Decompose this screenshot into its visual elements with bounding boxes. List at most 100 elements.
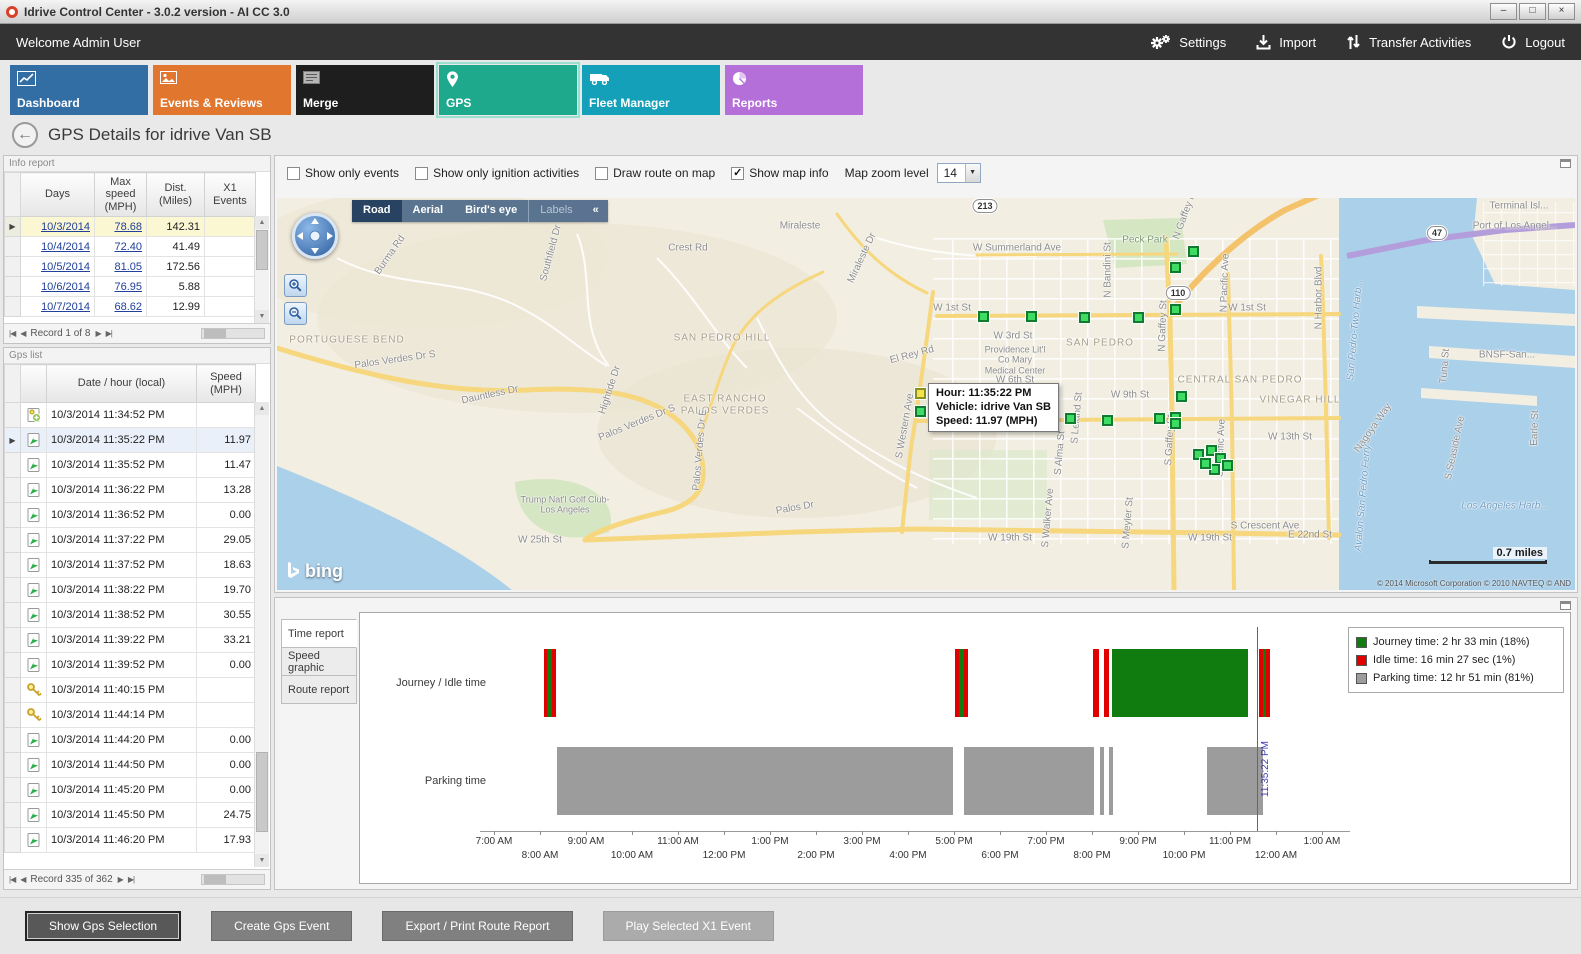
scroll-up-arrow[interactable] bbox=[255, 216, 269, 229]
gps-list-row[interactable]: 10/3/2014 11:44:50 PM 0.00 bbox=[4, 752, 256, 778]
info-report-row[interactable]: 10/7/2014 68.62 12.99 bbox=[4, 296, 256, 317]
gps-marker[interactable] bbox=[915, 406, 926, 417]
day-link[interactable]: 10/5/2014 bbox=[41, 260, 90, 273]
gps-marker[interactable] bbox=[1222, 460, 1233, 471]
info-report-row[interactable]: 10/5/2014 81.05 172.56 bbox=[4, 256, 256, 277]
show-gps-selection-button[interactable]: Show Gps Selection bbox=[25, 911, 182, 941]
gps-list-row[interactable]: 10/3/2014 11:39:52 PM 0.00 bbox=[4, 652, 256, 678]
checkbox-show-map-info[interactable]: ✓ Show map info bbox=[731, 166, 829, 180]
chevron-down-icon[interactable] bbox=[964, 164, 980, 182]
gps-list-row[interactable]: 10/3/2014 11:44:14 PM bbox=[4, 702, 256, 728]
first-page-button[interactable] bbox=[9, 875, 15, 884]
gps-list-row[interactable]: 10/3/2014 11:44:20 PM 0.00 bbox=[4, 727, 256, 753]
col-x1-events[interactable]: X1 Events bbox=[204, 172, 256, 217]
map-view-tab-aerial[interactable]: Aerial bbox=[412, 204, 444, 216]
map-canvas[interactable]: Miraleste Peck Park W Summerland Ave Crest … bbox=[277, 198, 1575, 590]
gps-marker[interactable] bbox=[1170, 304, 1181, 315]
col-dist[interactable]: Dist. (Miles) bbox=[146, 172, 205, 217]
max-speed-link[interactable]: 78.68 bbox=[114, 220, 142, 233]
scroll-thumb[interactable] bbox=[256, 230, 268, 270]
create-gps-event-button[interactable]: Create Gps Event bbox=[211, 911, 353, 941]
gps-marker[interactable] bbox=[1200, 458, 1211, 469]
gps-marker[interactable] bbox=[1176, 391, 1187, 402]
info-horizontal-scrollbar[interactable] bbox=[201, 328, 265, 339]
checkbox-box[interactable] bbox=[415, 166, 429, 180]
time-cursor[interactable] bbox=[1257, 627, 1259, 831]
chart-tab-time-report[interactable]: Time report bbox=[281, 619, 357, 648]
day-link[interactable]: 10/6/2014 bbox=[41, 280, 90, 293]
export-print-route-report-button[interactable]: Export / Print Route Report bbox=[382, 911, 573, 941]
gps-marker[interactable] bbox=[1154, 413, 1165, 424]
prev-page-button[interactable] bbox=[20, 329, 25, 338]
info-vertical-scrollbar[interactable] bbox=[254, 216, 269, 323]
gps-list-row[interactable]: 10/3/2014 11:34:52 PM bbox=[4, 402, 256, 428]
map-zoom-out-button[interactable] bbox=[284, 302, 307, 325]
scroll-thumb[interactable] bbox=[204, 329, 226, 338]
col-max-speed[interactable]: Max speed (MPH) bbox=[94, 172, 147, 217]
scroll-thumb[interactable] bbox=[204, 875, 226, 884]
scroll-down-arrow[interactable] bbox=[255, 854, 269, 867]
last-page-button[interactable] bbox=[128, 875, 134, 884]
gps-marker[interactable] bbox=[1215, 453, 1226, 464]
maximize-panel-button[interactable] bbox=[1560, 601, 1571, 610]
map-compass-control[interactable] bbox=[292, 213, 338, 259]
topbar-logout-button[interactable]: Logout bbox=[1501, 34, 1565, 50]
gps-marker[interactable] bbox=[1193, 449, 1204, 460]
scroll-up-arrow[interactable] bbox=[255, 402, 269, 415]
gps-marker[interactable] bbox=[1206, 445, 1217, 456]
map-zoom-in-button[interactable] bbox=[284, 274, 307, 297]
topbar-import-button[interactable]: Import bbox=[1256, 34, 1316, 50]
maximize-button[interactable] bbox=[1519, 3, 1546, 20]
map-zoom-select[interactable]: 14 bbox=[936, 163, 981, 183]
next-page-button[interactable] bbox=[118, 875, 123, 884]
map-view-tab-labels[interactable]: Labels bbox=[528, 200, 583, 222]
gps-horizontal-scrollbar[interactable] bbox=[201, 874, 265, 885]
close-button[interactable] bbox=[1548, 3, 1575, 20]
topbar-transfer-activities-button[interactable]: Transfer Activities bbox=[1346, 34, 1471, 50]
max-speed-link[interactable]: 81.05 bbox=[114, 260, 142, 273]
gps-marker[interactable] bbox=[1065, 413, 1076, 424]
scroll-down-arrow[interactable] bbox=[255, 310, 269, 323]
gps-list-row[interactable]: 10/3/2014 11:36:22 PM 13.28 bbox=[4, 477, 256, 503]
gps-list-row[interactable]: 10/3/2014 11:45:50 PM 24.75 bbox=[4, 802, 256, 828]
day-link[interactable]: 10/3/2014 bbox=[41, 220, 90, 233]
checkbox-box[interactable]: ✓ bbox=[731, 166, 745, 180]
gps-list-row[interactable]: 10/3/2014 11:39:22 PM 33.21 bbox=[4, 627, 256, 653]
nav-tile-gps[interactable]: GPS bbox=[436, 62, 580, 118]
maximize-panel-button[interactable] bbox=[1560, 159, 1571, 168]
back-button[interactable]: ← bbox=[12, 121, 38, 148]
nav-tile-dashboard[interactable]: Dashboard bbox=[10, 65, 148, 115]
gps-marker[interactable] bbox=[978, 311, 989, 322]
gps-list-row[interactable]: 10/3/2014 11:35:52 PM 11.47 bbox=[4, 452, 256, 478]
scroll-thumb[interactable] bbox=[256, 752, 268, 832]
checkbox-box[interactable] bbox=[287, 166, 300, 180]
gps-marker[interactable] bbox=[1209, 464, 1220, 475]
nav-tile-reports[interactable]: Reports bbox=[725, 65, 863, 115]
col-datetime[interactable]: Date / hour (local) bbox=[46, 364, 197, 403]
info-report-row[interactable]: ▶ 10/3/2014 78.68 142.31 bbox=[4, 216, 256, 237]
nav-tile-events-reviews[interactable]: Events & Reviews bbox=[153, 65, 291, 115]
first-page-button[interactable] bbox=[9, 329, 15, 338]
pan-south-arrow-icon[interactable] bbox=[311, 248, 319, 254]
gps-marker[interactable] bbox=[1133, 312, 1144, 323]
max-speed-link[interactable]: 72.40 bbox=[114, 240, 142, 253]
info-report-row[interactable]: 10/6/2014 76.95 5.88 bbox=[4, 276, 256, 297]
gps-list-row[interactable]: 10/3/2014 11:36:52 PM 0.00 bbox=[4, 502, 256, 528]
gps-marker[interactable] bbox=[1170, 262, 1181, 273]
gps-marker[interactable] bbox=[1170, 418, 1181, 429]
pan-north-arrow-icon[interactable] bbox=[311, 218, 319, 224]
max-speed-link[interactable]: 76.95 bbox=[114, 280, 142, 293]
chart-tab-speed-graphic[interactable]: Speed graphic bbox=[281, 647, 357, 676]
gps-list-row[interactable]: 10/3/2014 11:40:15 PM bbox=[4, 677, 256, 703]
map-tabs-collapse-button[interactable]: « bbox=[592, 204, 599, 216]
play-selected-x1-event-button[interactable]: Play Selected X1 Event bbox=[602, 911, 774, 941]
gps-vertical-scrollbar[interactable] bbox=[254, 402, 269, 867]
checkbox-show-only-ignition-activities[interactable]: Show only ignition activities bbox=[415, 166, 579, 180]
checkbox-draw-route-on-map[interactable]: Draw route on map bbox=[595, 166, 715, 180]
gps-list-row[interactable]: 10/3/2014 11:38:52 PM 30.55 bbox=[4, 602, 256, 628]
col-days[interactable]: Days bbox=[20, 172, 95, 217]
gps-marker[interactable] bbox=[1026, 311, 1037, 322]
gps-marker[interactable] bbox=[1079, 312, 1090, 323]
last-page-button[interactable] bbox=[106, 329, 112, 338]
max-speed-link[interactable]: 68.62 bbox=[114, 300, 142, 313]
